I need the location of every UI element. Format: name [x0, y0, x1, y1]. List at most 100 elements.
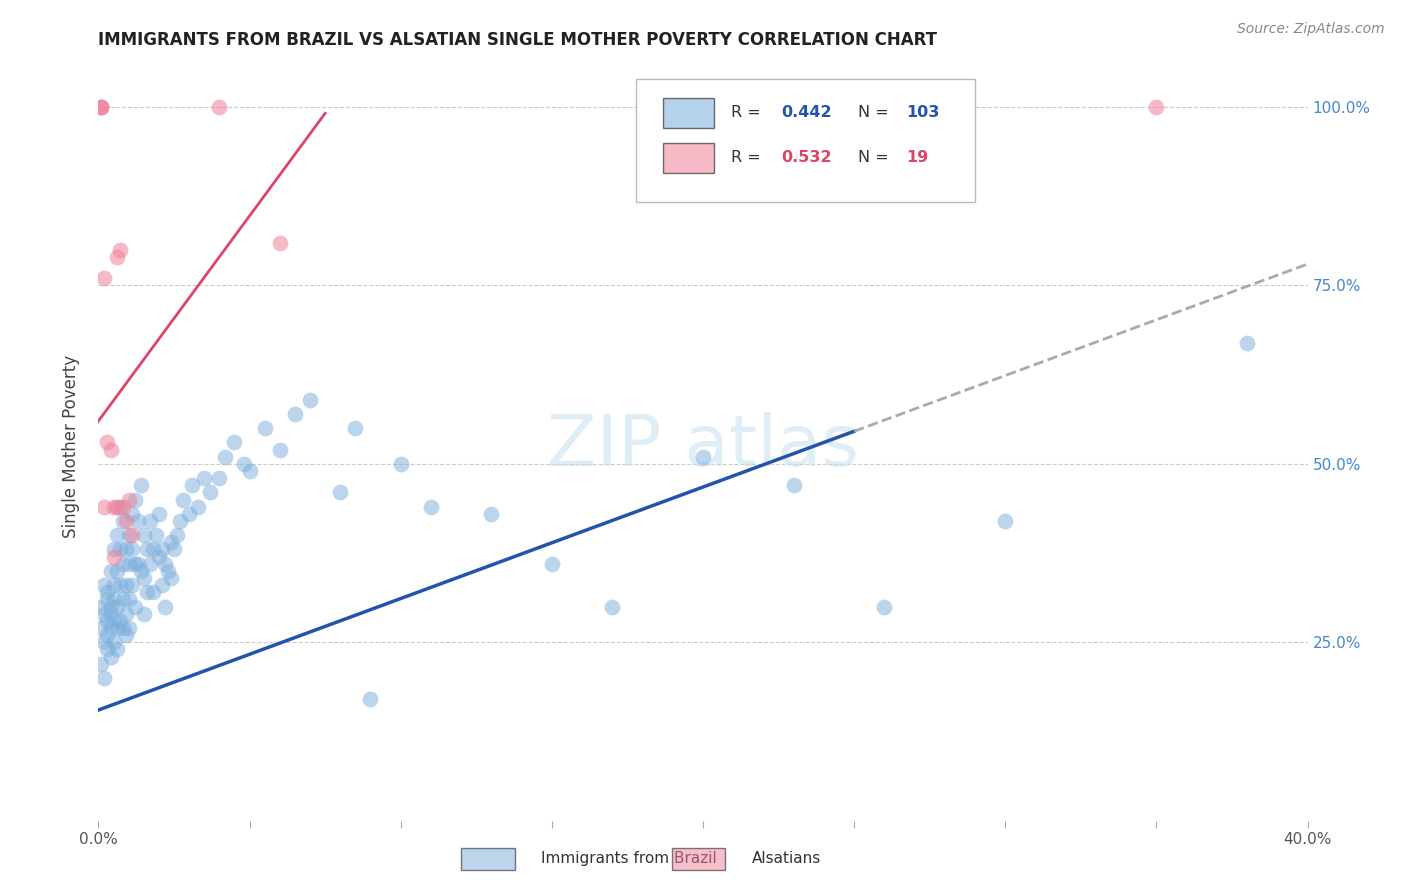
Point	[224, 435, 246, 450]
Point	[142, 542, 165, 557]
Point	[602, 599, 624, 614]
Point	[90, 621, 112, 635]
Point	[90, 100, 112, 114]
Point	[1236, 335, 1258, 350]
Point	[420, 500, 443, 514]
Point	[172, 492, 194, 507]
Point	[135, 542, 157, 557]
Point	[96, 592, 118, 607]
Text: 0.532: 0.532	[782, 150, 832, 165]
Point	[111, 514, 134, 528]
Point	[96, 435, 118, 450]
Y-axis label: Single Mother Poverty: Single Mother Poverty	[62, 354, 80, 538]
Point	[100, 442, 122, 457]
Point	[93, 271, 115, 285]
Point	[132, 528, 155, 542]
Point	[145, 528, 167, 542]
Point	[329, 485, 352, 500]
Point	[389, 457, 412, 471]
Point	[114, 628, 136, 642]
Text: 19: 19	[905, 150, 928, 165]
Point	[118, 557, 141, 571]
Point	[121, 578, 143, 592]
Point	[873, 599, 896, 614]
Point	[108, 542, 131, 557]
Point	[179, 507, 201, 521]
Point	[96, 642, 118, 657]
Text: R =: R =	[731, 105, 766, 120]
Text: N =: N =	[858, 150, 894, 165]
Point	[169, 514, 191, 528]
Point	[299, 392, 322, 407]
Point	[103, 549, 125, 564]
Point	[105, 528, 128, 542]
Point	[100, 621, 122, 635]
Point	[108, 243, 131, 257]
Point	[93, 607, 115, 621]
Point	[200, 485, 222, 500]
Point	[360, 692, 382, 706]
Point	[232, 457, 254, 471]
Point	[214, 450, 236, 464]
Point	[142, 585, 165, 599]
Point	[93, 671, 115, 685]
Point	[103, 578, 125, 592]
Point	[96, 628, 118, 642]
Point	[148, 549, 170, 564]
Point	[93, 578, 115, 592]
Point	[132, 571, 155, 585]
Point	[148, 507, 170, 521]
Text: IMMIGRANTS FROM BRAZIL VS ALSATIAN SINGLE MOTHER POVERTY CORRELATION CHART: IMMIGRANTS FROM BRAZIL VS ALSATIAN SINGL…	[98, 31, 938, 49]
Point	[181, 478, 204, 492]
FancyBboxPatch shape	[637, 78, 976, 202]
Point	[90, 100, 112, 114]
Point	[135, 585, 157, 599]
Point	[1144, 100, 1167, 114]
Point	[124, 557, 146, 571]
Point	[118, 492, 141, 507]
Point	[239, 464, 262, 478]
Point	[124, 492, 146, 507]
Point	[105, 250, 128, 264]
Point	[124, 599, 146, 614]
Point	[105, 599, 128, 614]
Point	[153, 599, 176, 614]
Point	[108, 500, 131, 514]
Point	[100, 649, 122, 664]
Text: Source: ZipAtlas.com: Source: ZipAtlas.com	[1237, 22, 1385, 37]
Text: ZIP atlas: ZIP atlas	[547, 411, 859, 481]
Text: Alsatians: Alsatians	[752, 851, 821, 865]
Point	[150, 578, 173, 592]
Point	[100, 607, 122, 621]
Text: R =: R =	[731, 150, 766, 165]
Point	[111, 592, 134, 607]
Point	[540, 557, 562, 571]
Point	[692, 450, 714, 464]
Point	[118, 592, 141, 607]
FancyBboxPatch shape	[664, 97, 714, 128]
Text: 103: 103	[905, 105, 939, 120]
Point	[111, 621, 134, 635]
Point	[103, 542, 125, 557]
Point	[118, 528, 141, 542]
Point	[127, 557, 149, 571]
Point	[96, 585, 118, 599]
Point	[132, 607, 155, 621]
Point	[121, 542, 143, 557]
Point	[114, 607, 136, 621]
Point	[114, 578, 136, 592]
Point	[150, 542, 173, 557]
Text: 0.442: 0.442	[782, 105, 832, 120]
Point	[90, 599, 112, 614]
Point	[139, 557, 162, 571]
Point	[193, 471, 215, 485]
Point	[111, 557, 134, 571]
Point	[269, 235, 291, 250]
Point	[103, 635, 125, 649]
Point	[105, 621, 128, 635]
Point	[129, 478, 152, 492]
Point	[160, 571, 183, 585]
Point	[208, 471, 231, 485]
Point	[103, 592, 125, 607]
Point	[481, 507, 503, 521]
